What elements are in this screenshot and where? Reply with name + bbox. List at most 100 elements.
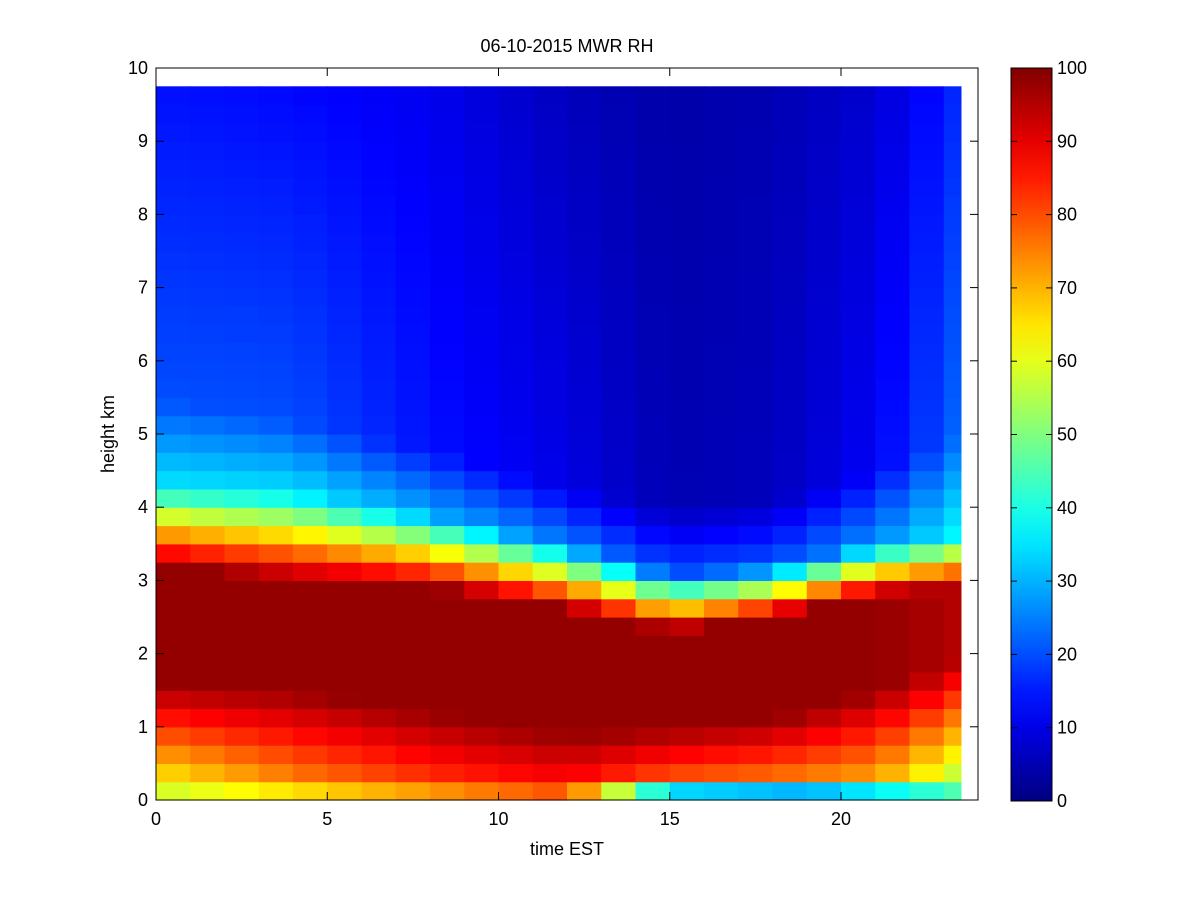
heatmap-cell bbox=[772, 379, 808, 398]
heatmap-cell bbox=[224, 214, 260, 234]
heatmap-cell bbox=[464, 598, 500, 618]
heatmap-cell bbox=[943, 342, 962, 362]
heatmap-cell bbox=[943, 360, 962, 380]
heatmap-cell bbox=[772, 305, 808, 325]
heatmap-cell bbox=[601, 671, 637, 691]
heatmap-cell bbox=[498, 177, 534, 197]
heatmap-cell bbox=[704, 379, 739, 398]
heatmap-cell bbox=[190, 379, 226, 398]
heatmap-cell bbox=[567, 598, 602, 618]
heatmap-cell bbox=[943, 562, 962, 581]
heatmap-cell bbox=[395, 653, 431, 673]
heatmap-cell bbox=[772, 470, 808, 490]
heatmap-cell bbox=[258, 397, 294, 417]
heatmap-cell bbox=[806, 726, 842, 746]
heatmap-cell bbox=[909, 525, 945, 545]
heatmap-cell bbox=[498, 379, 534, 398]
heatmap-cell bbox=[395, 342, 431, 362]
heatmap-cell bbox=[430, 196, 465, 215]
heatmap-cell bbox=[498, 763, 534, 783]
x-tick-label: 15 bbox=[660, 809, 680, 829]
heatmap-cell bbox=[943, 763, 962, 783]
heatmap-cell bbox=[361, 470, 397, 490]
heatmap-cell bbox=[669, 781, 705, 801]
heatmap-cell bbox=[772, 434, 808, 453]
heatmap-cell bbox=[327, 177, 363, 197]
heatmap-cell bbox=[635, 159, 671, 179]
heatmap-cell bbox=[669, 690, 705, 710]
heatmap-cell bbox=[464, 562, 500, 581]
heatmap-cell bbox=[943, 415, 962, 435]
heatmap-cell bbox=[635, 214, 671, 234]
colorbar-tick-label: 40 bbox=[1057, 498, 1077, 518]
heatmap-cell bbox=[909, 580, 945, 600]
heatmap-cell bbox=[293, 562, 328, 581]
heatmap-cell bbox=[327, 141, 363, 161]
heatmap-cell bbox=[704, 507, 739, 527]
heatmap-cell bbox=[669, 763, 705, 783]
heatmap-cell bbox=[156, 397, 191, 417]
heatmap-cell bbox=[875, 342, 911, 362]
heatmap-cell bbox=[156, 287, 191, 307]
heatmap-cell bbox=[772, 269, 808, 289]
heatmap-cell bbox=[224, 781, 260, 801]
heatmap-cell bbox=[704, 141, 739, 161]
heatmap-cell bbox=[806, 86, 842, 106]
heatmap-cell bbox=[738, 525, 774, 545]
heatmap-cell bbox=[841, 141, 876, 161]
heatmap-cell bbox=[430, 690, 465, 710]
heatmap-cell bbox=[806, 177, 842, 197]
heatmap-cell bbox=[532, 635, 568, 655]
heatmap-cell bbox=[567, 324, 602, 344]
heatmap-cell bbox=[875, 214, 911, 234]
heatmap-cell bbox=[395, 708, 431, 728]
heatmap-cell bbox=[156, 690, 191, 710]
heatmap-cell bbox=[909, 671, 945, 691]
heatmap-cell bbox=[190, 671, 226, 691]
colorbar-tick-label: 10 bbox=[1057, 718, 1077, 738]
heatmap-cell bbox=[498, 251, 534, 270]
heatmap-cell bbox=[395, 415, 431, 435]
heatmap-cell bbox=[669, 507, 705, 527]
heatmap-cell bbox=[532, 708, 568, 728]
heatmap-cell bbox=[190, 745, 226, 764]
heatmap-cell bbox=[464, 342, 500, 362]
heatmap-cell bbox=[669, 470, 705, 490]
heatmap-cell bbox=[395, 159, 431, 179]
heatmap-cell bbox=[567, 562, 602, 581]
heatmap-cell bbox=[532, 543, 568, 563]
heatmap-cell bbox=[224, 122, 260, 142]
heatmap-cell bbox=[909, 324, 945, 344]
heatmap-cell bbox=[430, 214, 465, 234]
heatmap-cell bbox=[361, 598, 397, 618]
heatmap-cell bbox=[875, 287, 911, 307]
heatmap-cell bbox=[806, 232, 842, 252]
heatmap-cell bbox=[498, 470, 534, 490]
heatmap-cell bbox=[875, 653, 911, 673]
heatmap-cell bbox=[635, 177, 671, 197]
heatmap-cell bbox=[772, 488, 808, 508]
heatmap-cell bbox=[567, 635, 602, 655]
heatmap-cell bbox=[806, 763, 842, 783]
heatmap-cell bbox=[156, 415, 191, 435]
heatmap-cell bbox=[430, 379, 465, 398]
heatmap-cell bbox=[601, 159, 637, 179]
heatmap-cell bbox=[772, 543, 808, 563]
heatmap-cell bbox=[395, 104, 431, 124]
heatmap-cell bbox=[772, 86, 808, 106]
heatmap-cell bbox=[532, 617, 568, 636]
heatmap-cell bbox=[224, 671, 260, 691]
heatmap-cell bbox=[464, 214, 500, 234]
heatmap-cell bbox=[841, 470, 876, 490]
heatmap-cell bbox=[841, 507, 876, 527]
heatmap-cell bbox=[875, 415, 911, 435]
heatmap-cell bbox=[635, 507, 671, 527]
heatmap-cell bbox=[156, 763, 191, 783]
heatmap-cell bbox=[635, 617, 671, 636]
heatmap-cell bbox=[635, 415, 671, 435]
heatmap-cell bbox=[669, 635, 705, 655]
heatmap-cell bbox=[498, 232, 534, 252]
heatmap-cell bbox=[327, 763, 363, 783]
heatmap-cell bbox=[635, 104, 671, 124]
heatmap-cell bbox=[258, 671, 294, 691]
